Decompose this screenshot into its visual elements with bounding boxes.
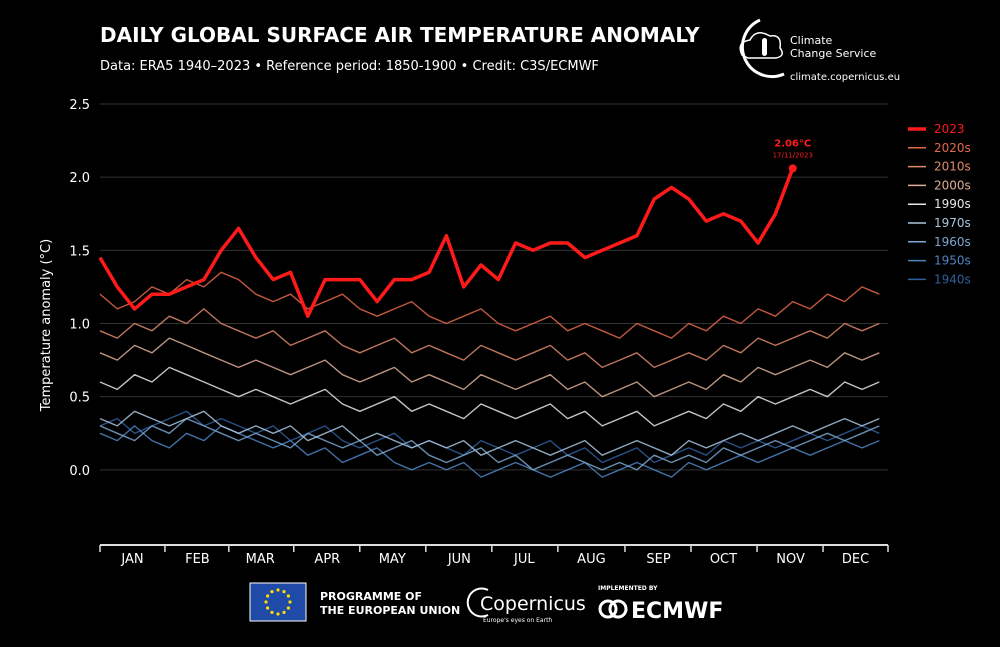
line bbox=[99, 271, 880, 339]
x-tick-label: OCT bbox=[710, 552, 737, 567]
plot-area: 2.5 2.0 1.5 1.0 0.5 0.0 JAN FEB MAR APR MAY JUN JUL A… bbox=[69, 98, 889, 567]
point bbox=[788, 164, 797, 173]
eu-star bbox=[288, 600, 292, 604]
x-tick-label: JAN bbox=[120, 552, 143, 567]
eu-star bbox=[266, 594, 270, 598]
eu-star bbox=[276, 612, 280, 616]
legend-label: 1950s bbox=[934, 254, 971, 268]
y-tick-label: 1.5 bbox=[69, 244, 90, 259]
legend-label: 2010s bbox=[934, 160, 971, 174]
legend-label: 2023 bbox=[934, 122, 965, 136]
implemented-by: IMPLEMENTED BY bbox=[598, 585, 658, 592]
eu-star bbox=[276, 588, 280, 592]
logo-cloud bbox=[739, 32, 783, 59]
line bbox=[99, 410, 880, 464]
line bbox=[99, 366, 880, 427]
ecmwf-logo: ECMWF bbox=[631, 599, 723, 624]
ecmwf-icon bbox=[608, 599, 628, 619]
x-tick-label: MAR bbox=[246, 552, 275, 567]
c3s-logo: Climate Change Service climate.copernicu… bbox=[739, 18, 900, 83]
y-tick-label: 2.0 bbox=[69, 171, 90, 186]
eu-text: THE EUROPEAN UNION bbox=[320, 604, 460, 617]
y-tick-label: 0.0 bbox=[69, 464, 90, 479]
eu-star bbox=[286, 606, 290, 610]
line bbox=[99, 410, 880, 456]
eu-star bbox=[286, 594, 290, 598]
logo-url: climate.copernicus.eu bbox=[790, 72, 900, 83]
chart-title: DAILY GLOBAL SURFACE AIR TEMPERATURE ANO… bbox=[100, 23, 700, 47]
eu-star bbox=[266, 606, 270, 610]
x-tick-label: AUG bbox=[577, 552, 605, 567]
line bbox=[99, 308, 880, 369]
eu-text: PROGRAMME OF bbox=[320, 590, 422, 603]
legend-label: 1990s bbox=[934, 197, 971, 211]
x-tick-label: DEC bbox=[842, 552, 869, 567]
legend-label: 1960s bbox=[934, 235, 971, 249]
legend-label: 1940s bbox=[934, 272, 971, 286]
x-tick-label: JUN bbox=[447, 552, 471, 567]
x-tick-label: APR bbox=[314, 552, 340, 567]
highlight-line bbox=[98, 167, 795, 318]
eu-stars bbox=[264, 588, 292, 616]
x-tick-label: JUL bbox=[513, 552, 535, 567]
logo-arc bbox=[740, 18, 785, 79]
eu-star bbox=[264, 600, 268, 604]
data-label: 2.06°C bbox=[774, 138, 811, 149]
y-tick-label: 2.5 bbox=[69, 98, 90, 113]
line bbox=[99, 417, 880, 471]
x-tick-label: SEP bbox=[646, 552, 670, 567]
copernicus-arc bbox=[466, 587, 489, 618]
ecmwf-icon bbox=[598, 599, 618, 619]
date-label: 17/11/2023 bbox=[773, 151, 813, 159]
x-tick-label: FEB bbox=[185, 552, 210, 567]
x-tick-label: NOV bbox=[776, 552, 805, 567]
legend-label: 1970s bbox=[934, 216, 971, 230]
eu-star bbox=[270, 610, 274, 614]
y-tick-label: 1.0 bbox=[69, 318, 90, 333]
y-tick-label: 0.5 bbox=[69, 391, 90, 406]
subtitle: Data: ERA5 1940–2023 • Reference period:… bbox=[100, 59, 599, 74]
x-tick-label: MAY bbox=[379, 552, 406, 567]
logo-text: Climate bbox=[790, 34, 833, 47]
legend-label: 2020s bbox=[934, 141, 971, 155]
logo-text: Change Service bbox=[790, 47, 876, 60]
eu-star bbox=[282, 610, 286, 614]
logo-thermometer bbox=[762, 38, 767, 56]
footer: PROGRAMME OF THE EUROPEAN UNION Copernic… bbox=[249, 582, 723, 624]
copernicus-logo: Copernicus bbox=[480, 593, 586, 615]
eu-star bbox=[282, 590, 286, 594]
y-axis-label: Temperature anomaly (°C) bbox=[39, 239, 54, 412]
line bbox=[99, 337, 880, 398]
legend-label: 2000s bbox=[934, 178, 971, 192]
copernicus-tagline: Europe's eyes on Earth bbox=[483, 617, 552, 624]
eu-star bbox=[270, 590, 274, 594]
